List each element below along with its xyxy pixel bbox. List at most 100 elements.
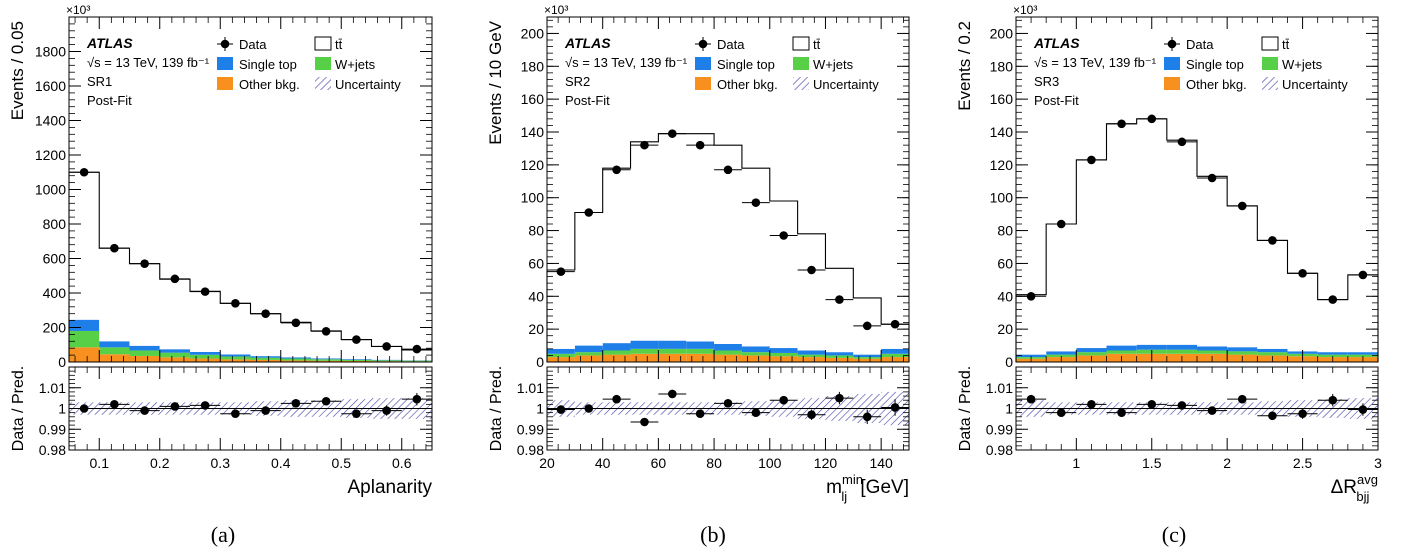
y-axis-label: Events / 0.05 xyxy=(8,21,27,120)
ratio-point xyxy=(231,409,240,418)
y-tick-label: 400 xyxy=(43,285,67,301)
stack-bar xyxy=(1347,352,1378,355)
y-tick-label: 80 xyxy=(528,223,544,239)
ratio-y-tick-label: 0.98 xyxy=(517,442,544,458)
stack-bar xyxy=(686,133,715,342)
atlas-label-block: ATLAS √s = 13 TeV, 139 fb⁻¹ SR1 Post-Fit xyxy=(86,35,210,108)
ratio-y-tick-label: 0.99 xyxy=(986,421,1013,437)
stack-bar xyxy=(1347,354,1378,358)
ratio-point xyxy=(1358,405,1368,414)
ratio-point xyxy=(79,404,89,413)
legend-other-label: Other bkg. xyxy=(239,77,300,92)
y-tick-label: 1000 xyxy=(35,182,66,198)
stack-bar xyxy=(881,357,909,362)
data-point xyxy=(1358,270,1368,280)
stack-bar xyxy=(714,343,742,351)
stack-bar xyxy=(159,349,190,353)
ratio-point xyxy=(695,409,705,418)
y-tick-label: 20 xyxy=(997,321,1013,337)
ratio-point xyxy=(1237,394,1247,404)
legend-uncertainty-swatch xyxy=(315,77,331,90)
data-point xyxy=(695,140,705,150)
stack-bar xyxy=(311,359,342,361)
y-tick-label: 600 xyxy=(43,251,67,267)
legend-other-swatch xyxy=(1164,77,1180,90)
x-axis-label-sup: avg xyxy=(1357,472,1378,487)
legend-other-swatch xyxy=(695,77,711,90)
stack-bar xyxy=(769,348,798,353)
y-tick-label: 1200 xyxy=(35,147,66,163)
stack-bar xyxy=(371,346,402,360)
ratio-point xyxy=(140,406,149,415)
ratio-point xyxy=(261,406,270,415)
stack-bar xyxy=(1197,346,1228,351)
legend-other-swatch xyxy=(217,77,233,90)
y-tick-label: 1800 xyxy=(35,44,66,60)
main-y-ticks: 0 20 40 60 80 100 120 140 160 180 200 xyxy=(990,19,1378,370)
data-point xyxy=(779,231,788,240)
panel-caption-c: (c) xyxy=(1161,522,1187,547)
stack-bar xyxy=(250,356,281,358)
x-tick-label: 0.1 xyxy=(90,455,110,471)
stack-bar xyxy=(658,133,687,341)
ratio-y-tick-label: 1 xyxy=(58,401,66,417)
stack-bar xyxy=(99,354,130,362)
stack-bar xyxy=(280,360,311,362)
data-point xyxy=(1147,114,1157,124)
stack-bar xyxy=(658,353,687,362)
x-axis-label: mmin lj [GeV] xyxy=(826,472,909,504)
stack-bar xyxy=(250,313,281,357)
stack-bar xyxy=(1317,354,1348,358)
data-point xyxy=(1328,295,1338,304)
legend-wjets-label: W+jets xyxy=(813,57,854,72)
data-point xyxy=(1087,155,1096,165)
x-axis-label-text: ΔRavg bjj xyxy=(1331,472,1378,504)
stack-bar xyxy=(797,357,826,362)
ratio-y-tick-label: 1 xyxy=(536,401,544,417)
y-tick-label: 200 xyxy=(990,25,1014,41)
legend-wjets-swatch xyxy=(1262,57,1278,70)
main-y-ticks: 0 20 40 60 80 100 120 140 160 180 200 xyxy=(521,19,909,370)
legend: Data tt̄ Single top W+jets Other bkg. Uncerta… xyxy=(217,36,401,92)
atlas-label: ATLAS xyxy=(564,35,611,51)
data-point xyxy=(231,299,240,308)
y-tick-label: 160 xyxy=(990,91,1014,107)
stack-bar xyxy=(1166,349,1197,354)
stack-bar xyxy=(159,352,190,358)
stack-series-2 xyxy=(547,340,909,358)
stack-bar xyxy=(853,358,882,362)
y-tick-label: 40 xyxy=(528,288,544,304)
stack-bar xyxy=(1257,240,1288,349)
legend-wjets-swatch xyxy=(793,57,809,70)
x-axis-label-sup: min xyxy=(842,472,863,487)
stack-bar xyxy=(159,279,190,350)
y-tick-label: 140 xyxy=(521,124,545,140)
main-y-ticks: 0 200 400 600 800 1000 1200 1400 1600 1800 xyxy=(35,16,432,370)
panel-c: 0 20 40 60 80 100 120 140 160 180 200 ×10³ Events / … xyxy=(934,0,1401,555)
ratio-y-tick-label: 0.98 xyxy=(986,442,1013,458)
chart-svg-a: 0 200 400 600 800 1000 1200 1400 1600 1800 ×10³ Eve… xyxy=(8,3,433,498)
stack-bar xyxy=(741,355,770,362)
x-tick-label: 0.4 xyxy=(271,455,291,471)
x-axis-label-main: ΔR xyxy=(1331,477,1357,498)
legend-data-marker xyxy=(220,39,230,49)
ratio-point xyxy=(1147,400,1157,409)
data-point xyxy=(1026,291,1036,301)
x-tick-label: 20 xyxy=(539,455,555,471)
ratio-point xyxy=(321,396,331,406)
ratio-y-axis-label: Data / Pred. xyxy=(957,366,974,451)
stack-bar xyxy=(658,348,687,354)
x-tick-label: 100 xyxy=(758,455,782,471)
fit-label: Post-Fit xyxy=(565,93,610,108)
y-tick-label: 120 xyxy=(521,157,545,173)
stack-bar xyxy=(714,354,742,362)
data-point xyxy=(291,318,301,328)
data-point xyxy=(751,198,761,207)
data-point xyxy=(1056,219,1066,229)
ratio-point xyxy=(110,400,119,409)
legend-ttbar-label: tt̄ xyxy=(813,37,821,52)
stack-bar xyxy=(741,346,770,353)
stack-bar xyxy=(1076,159,1107,349)
ratio-y-tick-label: 1 xyxy=(1005,401,1013,417)
stack-bar xyxy=(190,354,221,359)
